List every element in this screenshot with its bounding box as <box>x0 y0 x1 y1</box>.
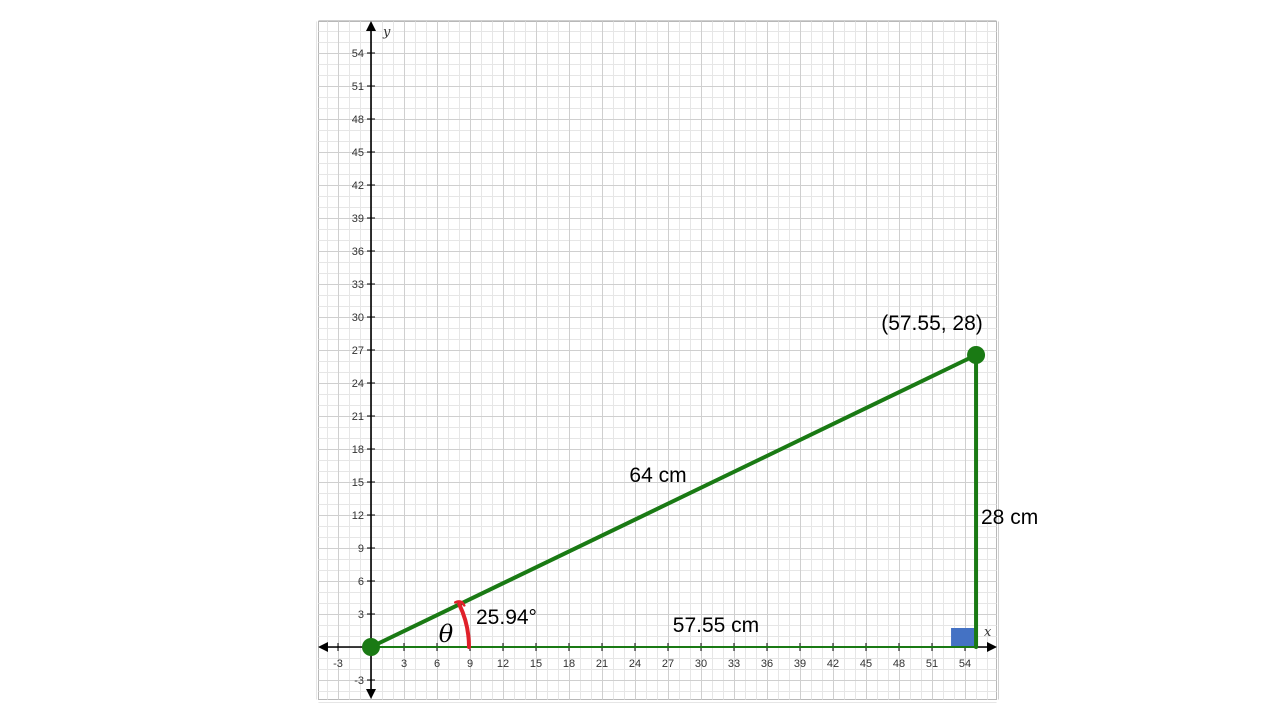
x-tick-label: 42 <box>827 658 839 670</box>
x-tick-label: 39 <box>794 658 806 670</box>
x-axis-arrow-right <box>987 642 997 652</box>
x-tick-label: 51 <box>926 658 938 670</box>
y-tick-label: 24 <box>352 378 364 390</box>
x-tick-label: -3 <box>333 658 343 670</box>
x-tick-label: 9 <box>467 658 473 670</box>
x-tick-label: 30 <box>695 658 707 670</box>
y-tick-label: 54 <box>352 48 364 60</box>
y-axis-name: y <box>382 25 391 40</box>
y-tick-label: 45 <box>352 147 364 159</box>
x-tick-label: 36 <box>761 658 773 670</box>
y-tick-label: 6 <box>358 576 364 588</box>
x-tick-label: 3 <box>401 658 407 670</box>
y-tick-label: 27 <box>352 345 364 357</box>
right-triangle <box>362 346 986 656</box>
y-tick-label: -3 <box>354 675 364 687</box>
x-axis-name: x <box>984 625 992 640</box>
angle-value-label: 25.94° <box>476 606 537 629</box>
y-axis-arrow-up <box>366 21 376 31</box>
y-tick-label: 18 <box>352 444 364 456</box>
x-tick-label: 27 <box>662 658 674 670</box>
origin-point <box>362 638 380 656</box>
x-tick-label: 21 <box>596 658 608 670</box>
y-axis-arrow-down <box>366 689 376 699</box>
x-tick-label: 6 <box>434 658 440 670</box>
angle-theta-symbol: θ <box>439 620 454 648</box>
x-tick-label: 15 <box>530 658 542 670</box>
angle-arc <box>457 602 471 649</box>
top-vertex-point <box>967 346 986 364</box>
hypotenuse-line <box>369 353 979 649</box>
x-tick-label: 33 <box>728 658 740 670</box>
x-tick-label: 24 <box>629 658 641 670</box>
y-tick-label: 42 <box>352 180 364 192</box>
y-tick-label: 21 <box>352 411 364 423</box>
angle-arc-tick <box>454 600 466 607</box>
y-tick-label: 39 <box>352 213 364 225</box>
y-tick-label: 3 <box>358 609 364 621</box>
y-tick-label: 51 <box>352 81 364 93</box>
y-tick-label: 36 <box>352 246 364 258</box>
grid-major <box>318 20 999 700</box>
top-vertex-label: (57.55, 28) <box>881 312 983 335</box>
y-tick-label: 9 <box>358 543 364 555</box>
grid-minor <box>316 21 997 703</box>
y-tick-label: 12 <box>352 510 364 522</box>
x-axis-arrow-left <box>318 642 328 652</box>
x-tick-label: 45 <box>860 658 872 670</box>
height-label: 28 cm <box>981 506 1038 529</box>
y-tick-label: 48 <box>352 114 364 126</box>
x-tick-label: 54 <box>959 658 971 670</box>
x-tick-label: 48 <box>893 658 905 670</box>
hypotenuse-label: 64 cm <box>629 464 686 487</box>
right-angle-marker <box>951 628 976 646</box>
y-tick-label: 33 <box>352 279 364 291</box>
y-tick-label: 15 <box>352 477 364 489</box>
base-label: 57.55 cm <box>673 614 759 637</box>
y-tick-label: 30 <box>352 312 364 324</box>
x-tick-label: 18 <box>563 658 575 670</box>
x-tick-labels: -3 3 6 9 12 15 18 21 24 27 30 33 36 39 42 45 48 51 54 <box>333 658 971 670</box>
x-tick-label: 12 <box>497 658 509 670</box>
